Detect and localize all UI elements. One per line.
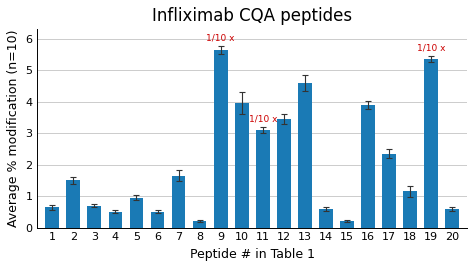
Bar [172,176,185,228]
Bar [340,221,354,228]
Bar [46,207,59,228]
Bar [424,59,438,228]
Bar [214,50,228,228]
Text: 1/10 x: 1/10 x [417,44,446,53]
Bar [66,180,80,228]
Title: Infliximab CQA peptides: Infliximab CQA peptides [152,7,352,25]
Bar [298,83,312,228]
Text: 1/10 x: 1/10 x [207,34,235,43]
Bar [319,209,333,228]
X-axis label: Peptide # in Table 1: Peptide # in Table 1 [190,248,315,261]
Bar [256,130,270,228]
Bar [446,209,459,228]
Bar [129,198,143,228]
Bar [88,206,101,228]
Bar [361,105,375,228]
Bar [151,212,164,228]
Bar [235,103,248,228]
Bar [403,191,417,228]
Bar [193,221,207,228]
Bar [277,119,291,228]
Text: 1/10 x: 1/10 x [248,115,277,124]
Bar [109,212,122,228]
Y-axis label: Average % modification (n=10): Average % modification (n=10) [7,30,20,227]
Bar [383,154,396,228]
